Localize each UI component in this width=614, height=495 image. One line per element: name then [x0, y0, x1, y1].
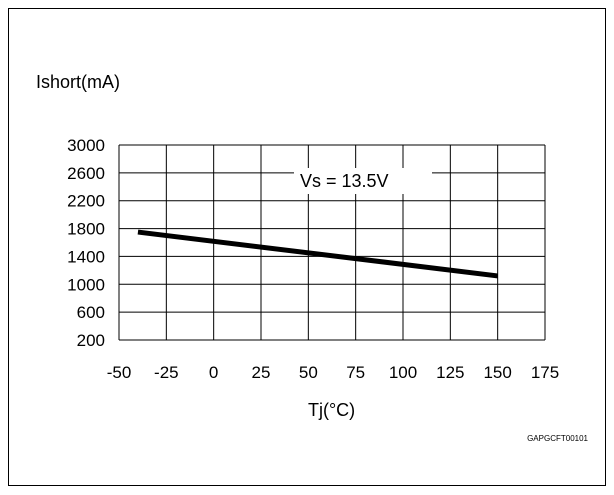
y-tick-label: 1400: [67, 247, 105, 266]
x-tick-label: 0: [209, 363, 218, 382]
y-tick-label: 2200: [67, 192, 105, 211]
x-tick-label: 150: [483, 363, 511, 382]
y-tick-label: 1800: [67, 220, 105, 239]
x-tick-label: 50: [299, 363, 318, 382]
x-tick-label: 25: [252, 363, 271, 382]
y-tick-label: 3000: [67, 136, 105, 155]
x-tick-label: 100: [389, 363, 417, 382]
y-tick-label: 600: [77, 303, 105, 322]
x-tick-label: 75: [346, 363, 365, 382]
x-tick-label: -50: [107, 363, 132, 382]
x-tick-label: 125: [436, 363, 464, 382]
series-line: [138, 232, 498, 276]
y-tick-label: 2600: [67, 164, 105, 183]
y-tick-label: 200: [77, 331, 105, 350]
annotation-text: Vs = 13.5V: [300, 171, 389, 191]
x-tick-label: 175: [531, 363, 559, 382]
x-tick-label: -25: [154, 363, 179, 382]
y-tick-label: 1000: [67, 275, 105, 294]
